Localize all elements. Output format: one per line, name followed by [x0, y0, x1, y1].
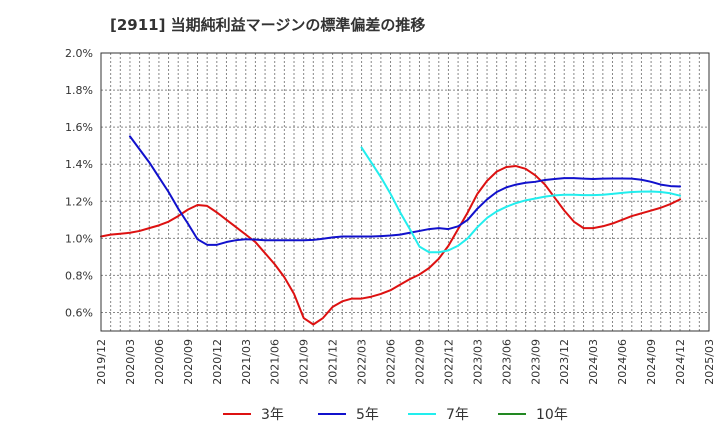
x-tick-label: 2025/03: [703, 339, 716, 385]
x-tick-label: 2021/03: [240, 339, 253, 385]
legend-label: 7年: [446, 407, 469, 423]
x-tick-label: 2024/06: [616, 339, 629, 385]
y-tick-label: 0.6%: [65, 306, 93, 319]
x-tick-label: 2020/12: [211, 339, 224, 385]
series-line-3年: [100, 165, 682, 326]
y-tick-label: 1.8%: [65, 84, 93, 97]
legend-label: 10年: [536, 407, 568, 423]
x-tick-label: 2020/03: [124, 339, 137, 385]
x-tick-label: 2024/09: [645, 339, 658, 385]
x-axis: 2019/12 2020/03 2020/06 2020/09 2020/12 2021/…: [95, 339, 716, 385]
x-tick-label: 2021/06: [269, 339, 282, 385]
x-tick-label: 2022/03: [356, 339, 369, 385]
x-tick-label: 2023/09: [529, 339, 542, 385]
x-tick-label: 2020/09: [182, 339, 195, 385]
x-tick-label: 2023/06: [500, 339, 513, 385]
legend: 3年 5年 7年 10年: [223, 407, 568, 423]
series-layer: [100, 135, 682, 326]
x-tick-label: 2023/03: [471, 339, 484, 385]
y-tick-label: 2.0%: [65, 47, 93, 60]
plot-area: [101, 53, 709, 331]
y-tick-label: 1.4%: [65, 158, 93, 171]
chart-title: [2911] 当期純利益マージンの標準偏差の推移: [110, 16, 425, 34]
x-tick-label: 2024/12: [674, 339, 687, 385]
legend-label: 5年: [356, 407, 379, 423]
x-tick-label: 2019/12: [95, 339, 108, 385]
y-axis: 0.6% 0.8% 1.0% 1.2% 1.4% 1.6% 1.8% 2.0%: [65, 47, 93, 319]
x-tick-label: 2024/03: [587, 339, 600, 385]
x-tick-label: 2023/12: [558, 339, 571, 385]
legend-label: 3年: [261, 407, 284, 423]
y-tick-label: 1.0%: [65, 232, 93, 245]
y-tick-label: 0.8%: [65, 269, 93, 282]
plot-frame: [100, 52, 710, 332]
y-tick-label: 1.6%: [65, 121, 93, 134]
y-tick-label: 1.2%: [65, 195, 93, 208]
x-tick-label: 2022/06: [385, 339, 398, 385]
x-tick-label: 2022/12: [442, 339, 455, 385]
x-tick-label: 2022/09: [413, 339, 426, 385]
x-tick-label: 2021/09: [298, 339, 311, 385]
series-line-7年: [360, 146, 682, 254]
x-tick-label: 2021/12: [327, 339, 340, 385]
x-tick-label: 2020/06: [153, 339, 166, 385]
series-line-5年: [128, 135, 682, 246]
